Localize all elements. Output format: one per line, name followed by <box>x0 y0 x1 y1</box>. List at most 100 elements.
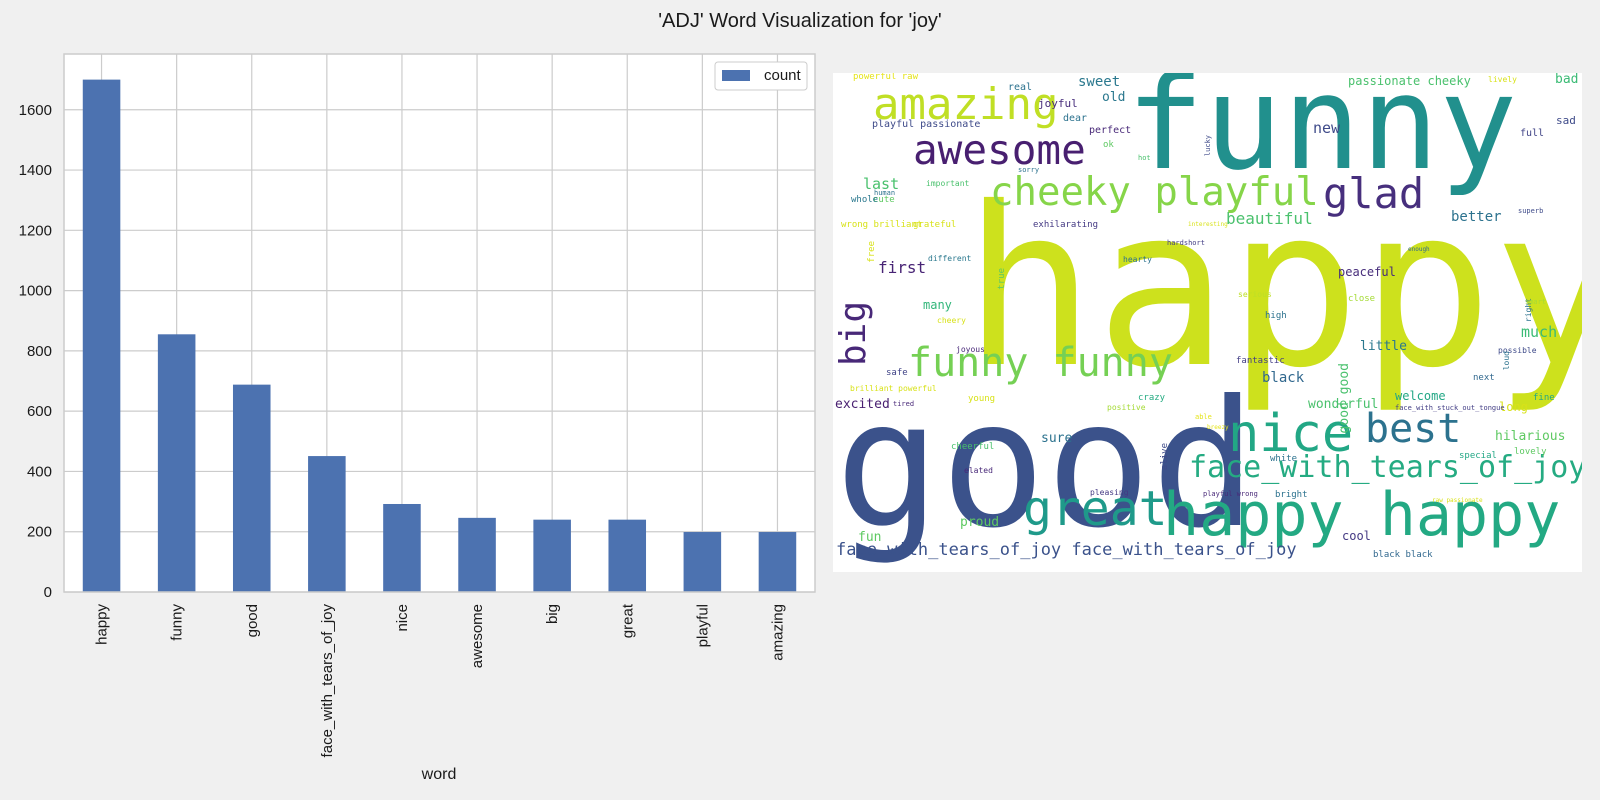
wordcloud-word: playful passionate <box>872 119 981 130</box>
wordcloud-word: awesome <box>913 126 1086 174</box>
figure-title: 'ADJ' Word Visualization for 'joy' <box>658 10 942 32</box>
wordcloud-word: welcome <box>1395 389 1446 403</box>
bar-good <box>232 384 271 592</box>
wordcloud-word: sad <box>1556 114 1576 127</box>
wordcloud-word: safe <box>886 368 908 378</box>
x-tick-label: amazing <box>769 604 786 661</box>
wordcloud-word: beautiful <box>1226 209 1313 228</box>
wordcloud-word: raw passionate <box>1432 497 1483 504</box>
y-tick-label: 200 <box>27 524 52 541</box>
wordcloud-word: superb <box>1518 207 1544 215</box>
wordcloud-word: happy happy <box>1163 480 1561 550</box>
wordcloud-word: free <box>867 241 877 263</box>
wordcloud-word: positive <box>1107 403 1146 412</box>
wordcloud-word: important <box>926 179 970 188</box>
wordcloud-word: breezy <box>1207 424 1229 431</box>
wordcloud-word: full <box>1520 128 1545 139</box>
wordcloud-word: powerful raw <box>853 73 919 82</box>
wordcloud-word: good good <box>1337 363 1352 434</box>
wordcloud-word: lucky <box>1204 135 1212 157</box>
wordcloud-word: great <box>1023 481 1168 537</box>
wordcloud-word: whole <box>851 195 879 205</box>
bar-big <box>533 519 571 592</box>
wordcloud-word: fun <box>858 530 882 545</box>
wordcloud-word: white <box>1270 454 1298 464</box>
wordcloud-word: lively <box>1488 75 1517 84</box>
wordcloud-word: hardshort <box>1167 239 1205 247</box>
x-tick-label: playful <box>694 604 711 647</box>
wordcloud-word: high <box>1265 311 1287 321</box>
wordcloud-word: best <box>1365 406 1462 452</box>
wordcloud-word: fantastic <box>1236 356 1285 366</box>
x-tick-label: good <box>244 604 261 637</box>
wordcloud-word: face_with_stuck_out_tongue <box>1395 404 1505 412</box>
wordcloud-word: last <box>863 175 900 193</box>
wordcloud-word: hilarious <box>1495 429 1566 444</box>
bar-great <box>608 519 647 592</box>
wordcloud-word: cheeky playful <box>990 170 1319 215</box>
bar-funny <box>157 334 196 592</box>
wordcloud-word: black black <box>1373 550 1433 560</box>
wordcloud-word: smart <box>1525 298 1547 306</box>
y-tick-label: 600 <box>27 403 52 420</box>
wordcloud-word: enough <box>1408 246 1430 253</box>
wordcloud-word: grateful <box>913 220 957 230</box>
wordcloud-word: able <box>1195 413 1212 421</box>
wordcloud-word: fine <box>1533 393 1555 403</box>
wordcloud-word: young <box>968 394 996 404</box>
wordcloud-word: cute <box>873 195 895 205</box>
y-tick-label: 1400 <box>19 162 52 179</box>
bar-awesome <box>458 517 496 592</box>
wordcloud-word: black <box>1262 370 1305 386</box>
x-tick-label: face_with_tears_of_joy <box>319 604 336 758</box>
x-tick-label: great <box>619 603 636 638</box>
bar-happy <box>82 79 121 593</box>
wordcloud-word: joyful <box>1038 97 1078 110</box>
bar-amazing <box>758 532 797 592</box>
wordcloud-word: hearty <box>1123 255 1152 264</box>
x-tick-label: awesome <box>469 604 486 668</box>
bar-playful <box>683 532 722 592</box>
wordcloud-word: bright <box>1275 490 1308 500</box>
wordcloud-word: dear <box>1063 113 1088 124</box>
wordcloud-word: bad <box>1555 73 1579 87</box>
y-tick-label: 800 <box>27 343 52 360</box>
y-tick-label: 0 <box>44 584 52 601</box>
bar-face_with_tears_of_joy <box>308 456 346 592</box>
wordcloud-word: different <box>928 254 972 263</box>
wordcloud-word: new <box>1313 119 1341 137</box>
wordcloud-word: face_with_tears_of_joy face_with_tears_o… <box>836 540 1297 560</box>
wordcloud-word: ok <box>1103 140 1114 150</box>
bars <box>82 79 797 593</box>
wordcloud-word: sure <box>1041 431 1073 446</box>
legend-label: count <box>764 67 802 84</box>
wordcloud-word: exhilarating <box>1033 220 1099 230</box>
wordcloud-word: excited <box>835 397 890 412</box>
plot-frame <box>63 53 816 593</box>
wordcloud-word: next <box>1473 373 1495 383</box>
wordcloud-word: much <box>1521 323 1558 341</box>
x-tick-label: funny <box>169 604 186 641</box>
wordcloud-word: funny funny <box>908 340 1173 386</box>
bar-nice <box>383 503 421 592</box>
wordcloud-word: cheery <box>937 316 966 325</box>
wordcloud-word: true <box>997 268 1007 290</box>
wordcloud-word: wrong brilliant <box>841 220 923 230</box>
x-tick-labels: happy funny good face_with_tears_of_joy nice… <box>94 603 787 757</box>
wordcloud-word: cheerful <box>951 442 995 452</box>
wordcloud-word: loud <box>1502 351 1511 371</box>
wordcloud-word: close <box>1348 294 1376 304</box>
wordcloud-word: peaceful <box>1338 265 1396 279</box>
wordcloud-word: proud <box>960 515 1000 530</box>
legend-swatch <box>722 70 750 81</box>
x-tick-label: nice <box>394 604 411 632</box>
wordcloud-word: nice <box>1228 404 1354 464</box>
wordcloud-word: big <box>833 301 874 367</box>
wordcloud-word: wonderful <box>1308 397 1379 412</box>
wordcloud-word: pleasing <box>1090 488 1129 497</box>
legend: count <box>714 61 808 91</box>
wordcloud-word: face_with_tears_of_joy <box>1189 450 1582 485</box>
y-tick-label: 400 <box>27 463 52 480</box>
wordcloud-word: interesting <box>1188 221 1228 228</box>
wordcloud-word: perfect <box>1089 125 1132 136</box>
